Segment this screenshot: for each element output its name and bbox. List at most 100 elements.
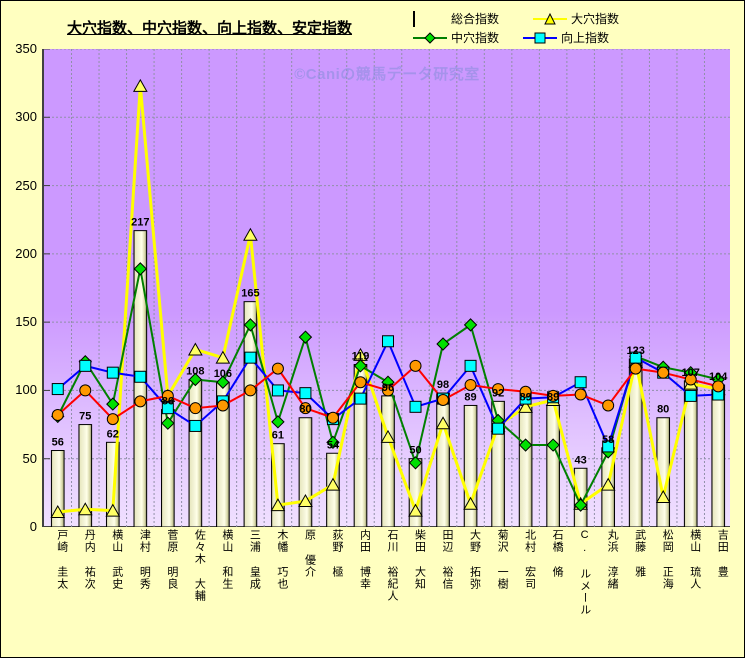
- y-axis-tick: 200: [15, 245, 37, 261]
- series-marker: [298, 494, 313, 508]
- bar-value-label: 75: [79, 411, 91, 423]
- x-axis-tick-label: 菊沢 一樹: [496, 529, 509, 590]
- bar-value-label: 43: [575, 454, 587, 466]
- x-axis-tick-label: 菅原 明良: [165, 529, 178, 590]
- legend-item-chuuana[interactable]: 中穴指数: [413, 28, 513, 47]
- y-axis-tick: 50: [22, 450, 37, 466]
- series-marker: [382, 335, 394, 348]
- series-marker: [435, 416, 451, 430]
- bar-value-label: 107: [682, 367, 700, 379]
- series-marker: [271, 415, 285, 429]
- bar-value-label: 108: [186, 366, 204, 378]
- series-marker: [79, 359, 92, 372]
- bar-value-label: 106: [214, 368, 232, 380]
- triangle-marker-icon: [533, 12, 567, 26]
- series-marker: [326, 411, 339, 424]
- series-marker: [436, 337, 450, 351]
- x-axis-tick-label: 横山 和生: [220, 529, 233, 590]
- series-marker: [216, 399, 229, 412]
- series-marker: [409, 400, 422, 413]
- legend-label: 総合指数: [451, 12, 500, 26]
- series-marker: [50, 504, 66, 518]
- series-marker: [382, 384, 394, 397]
- series-marker: [79, 384, 92, 397]
- series-marker: [271, 362, 284, 375]
- legend-label: 大穴指数: [571, 12, 620, 26]
- y-axis-tick: 250: [15, 177, 37, 193]
- series-marker: [188, 342, 203, 356]
- series-marker: [518, 438, 533, 452]
- y-axis-tick: 0: [29, 519, 37, 534]
- legend-item-total[interactable]: 総合指数: [413, 9, 523, 28]
- x-axis-tick-label: 丹内 祐次: [83, 529, 96, 590]
- series-marker: [325, 477, 341, 491]
- diamond-marker-icon: [413, 31, 447, 45]
- series-marker: [271, 384, 284, 397]
- x-axis-tick-label: 内田 博幸: [358, 529, 371, 590]
- series-marker: [437, 393, 450, 406]
- bar-value-label: 62: [107, 428, 119, 440]
- x-axis-labels: 戸崎 圭太 丹内 祐次 横山 武史 津村 明秀 菅原 明良 佐々木 大輔 横山 和生 三浦 皇…: [42, 529, 730, 657]
- x-axis-tick-label: 横山 武史: [110, 529, 123, 590]
- x-axis-tick-label: 横山 琉人: [688, 529, 701, 590]
- series-marker: [519, 385, 532, 398]
- bar-value-label: 89: [519, 391, 531, 403]
- series-marker: [463, 496, 478, 510]
- x-axis-tick-label: 荻野 極: [330, 529, 343, 578]
- bar-value-label: 56: [52, 437, 64, 449]
- series-marker: [243, 318, 258, 332]
- legend-label: 中穴指数: [451, 31, 500, 45]
- series-marker: [380, 429, 396, 443]
- series-marker: [161, 416, 175, 430]
- series-marker: [188, 372, 203, 387]
- x-axis-tick-label: 吉田 豊: [716, 529, 729, 578]
- series-marker: [51, 383, 64, 396]
- bar-value-label: 104: [709, 371, 728, 383]
- bar-value-label: 54: [327, 439, 340, 451]
- bar-value-label: 89: [464, 391, 476, 403]
- bar-swatch-icon: [413, 10, 447, 27]
- x-axis-tick-label: 原 優介: [303, 529, 316, 578]
- bar: [298, 417, 313, 527]
- series-marker: [712, 380, 725, 393]
- x-axis-tick-label: 津村 明秀: [138, 529, 151, 590]
- bar-value-label: 80: [657, 404, 669, 416]
- series-marker: [270, 498, 286, 512]
- bar-value-label: 98: [437, 379, 449, 391]
- y-axis-labels: 0 50 100 150 200 250 300 350: [1, 41, 41, 534]
- series-marker: [464, 359, 477, 372]
- series-marker: [106, 397, 120, 411]
- series-marker: [299, 402, 312, 415]
- series-marker: [408, 456, 423, 470]
- series-marker: [546, 438, 560, 452]
- x-axis-tick-label: 丸浜 淳緒: [606, 529, 619, 590]
- plot-area: ©Caniの競馬データ研究室 56 75 62 217 86 108 106 165 61 80 5…: [42, 49, 732, 527]
- series-marker: [161, 402, 174, 415]
- bar: [381, 395, 395, 527]
- bar-value-label: 217: [131, 217, 149, 229]
- series-marker: [189, 402, 202, 415]
- bar: [78, 424, 93, 527]
- series-marker: [132, 78, 148, 92]
- bar: [188, 379, 203, 527]
- bar-value-label: 50: [409, 445, 421, 457]
- series-marker: [354, 376, 367, 389]
- series-marker: [106, 366, 119, 379]
- series-marker: [573, 498, 588, 512]
- legend-label: 向上指数: [561, 31, 610, 45]
- series-marker: [244, 384, 257, 397]
- x-axis-tick-label: C. ルメール: [578, 529, 591, 616]
- series-marker: [547, 389, 560, 402]
- series-marker: [106, 413, 119, 426]
- plot-background: ©Caniの競馬データ研究室 56 75 62 217 86 108 106 165 61 80 5…: [42, 49, 732, 527]
- y-axis-tick: 150: [15, 314, 37, 330]
- x-axis-tick-label: 北村 宏司: [523, 529, 536, 590]
- chart-title: 大穴指数、中穴指数、向上指数、安定指数: [67, 20, 353, 37]
- series-marker: [655, 489, 671, 503]
- x-axis-tick-label: 三浦 皇成: [248, 529, 261, 590]
- legend-item-ooana[interactable]: 大穴指数: [533, 9, 641, 28]
- legend-item-kojo[interactable]: 向上指数: [523, 28, 633, 47]
- series-marker: [216, 375, 230, 389]
- series-marker: [353, 359, 368, 373]
- series-marker: [629, 362, 642, 375]
